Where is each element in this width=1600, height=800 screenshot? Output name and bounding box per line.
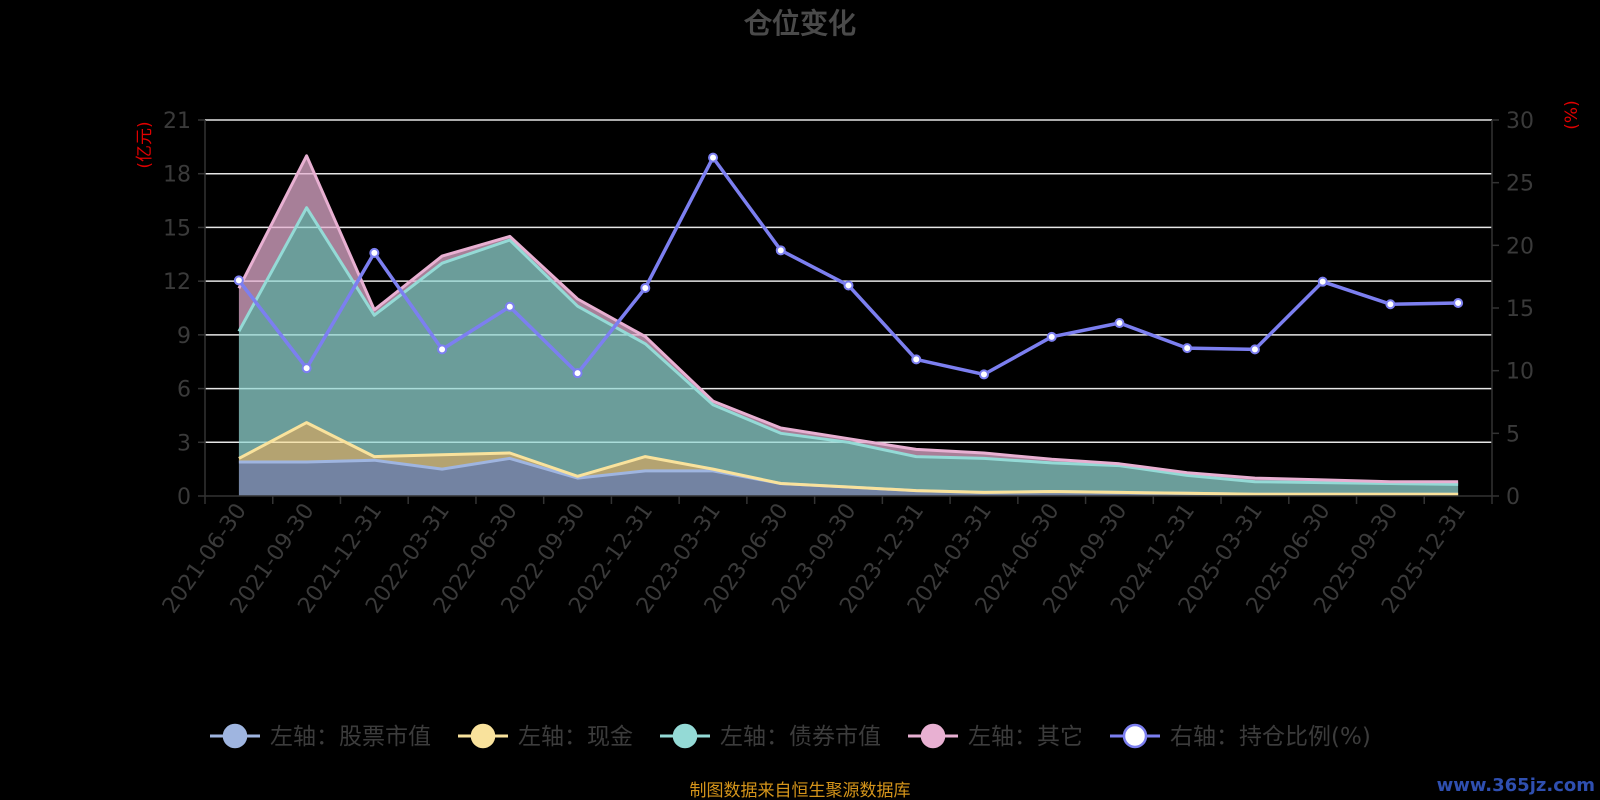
right-axis-unit: (%) [1562,100,1582,129]
line-cash [238,421,1459,496]
ratio-point [1317,276,1328,287]
ratio-point [775,245,786,256]
left-tick-label: 6 [177,378,191,403]
ratio-point [1046,331,1057,342]
legend: 左轴：股票市值 左轴：现金 左轴：债券市值 左轴：其它 右轴：持仓比例(%) [210,723,1371,750]
line-other [237,154,1459,484]
ratio-point [437,344,448,355]
right-tick-label: 10 [1506,360,1534,385]
right-tick-label: 5 [1506,422,1520,447]
right-tick-label: 15 [1506,297,1534,322]
ratio-point [640,282,651,293]
legend-swatch-marker [920,723,946,749]
ratio-point [708,152,719,163]
area-bond [238,207,1459,495]
left-tick-label: 9 [177,324,191,349]
left-tick-label: 15 [163,216,191,241]
ratio-point [1453,297,1464,308]
legend-swatch-marker [222,723,248,749]
legend-label: 左轴：股票市值 [270,724,431,750]
ratio-point [978,369,989,380]
legend-swatch-marker [1122,723,1148,749]
source-note: 制图数据来自恒生聚源数据库 [690,781,911,800]
right-tick-label: 25 [1506,172,1534,197]
right-tick-label: 30 [1506,109,1534,134]
ratio-point [301,363,312,374]
legend-swatch-marker [470,723,496,749]
legend-label: 左轴：现金 [518,724,633,750]
ratio-point [369,247,380,258]
left-tick-label: 0 [177,485,191,510]
ratio-point [911,354,922,365]
area-stock [238,458,1459,496]
left-tick-label: 12 [163,270,191,295]
left-axis-unit: (亿元) [135,121,155,168]
right-tick-label: 20 [1506,234,1534,259]
area-cash [238,422,1459,495]
right-tick-label: 0 [1506,485,1520,510]
left-tick-label: 21 [163,109,191,134]
legend-label: 右轴：持仓比例(%) [1170,724,1371,750]
ratio-points [233,152,1464,380]
watermark: www.365jz.com [1437,775,1595,796]
line-bond [237,206,1459,486]
ratio-point [843,280,854,291]
ratio-point [1385,299,1396,310]
chart-title: 仓位变化 [744,7,856,40]
ratio-point [233,275,244,286]
legend-label: 左轴：其它 [968,724,1083,750]
ratio-point [572,368,583,379]
left-tick-label: 3 [177,431,191,456]
ratio-point [1114,318,1125,329]
left-tick-label: 18 [163,163,191,188]
ratio-point [504,301,515,312]
stacked-areas [238,155,1459,496]
ratio-point [1182,343,1193,354]
legend-label: 左轴：债券市值 [720,724,881,750]
ratio-point [1249,344,1260,355]
legend-swatch-marker [672,723,698,749]
